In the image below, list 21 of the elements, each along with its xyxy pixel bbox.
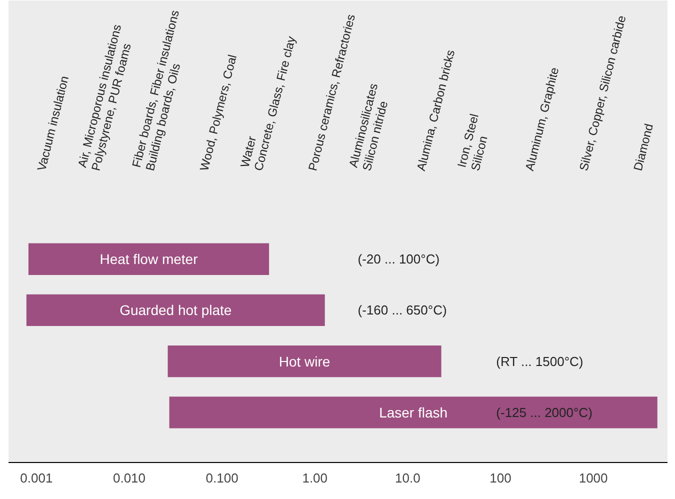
annotation: (-160 ... 650°C) (358, 302, 447, 318)
text: Silver, Copper, Silicon carbide (576, 14, 629, 172)
y-tick-label: Hot wire (278, 353, 330, 370)
text: Diamond (630, 122, 656, 172)
bar (169, 396, 658, 428)
annotation: (-125 ... 2000°C) (496, 404, 592, 420)
x-tick-label: 1.00 (302, 470, 328, 486)
y-tick-label: Laser flash (379, 404, 448, 420)
x-tick-label: 0.001 (20, 470, 53, 486)
x-tick-label: 10.0 (395, 470, 420, 486)
y-tick-label: Guarded hot plate (120, 302, 232, 318)
annotation: (-20 ... 100°C) (358, 252, 440, 267)
annotation: (RT ... 1500°C) (496, 354, 584, 369)
x-tick-label: 1000 (578, 470, 608, 486)
bar (28, 243, 270, 275)
bar (26, 294, 325, 326)
y-tick-label: Heat flow meter (100, 251, 198, 268)
x-tick-label: 0.010 (112, 470, 146, 486)
x-tick-label: 100 (490, 470, 512, 486)
bar (168, 345, 442, 378)
x-tick-label: 0.100 (206, 470, 238, 486)
